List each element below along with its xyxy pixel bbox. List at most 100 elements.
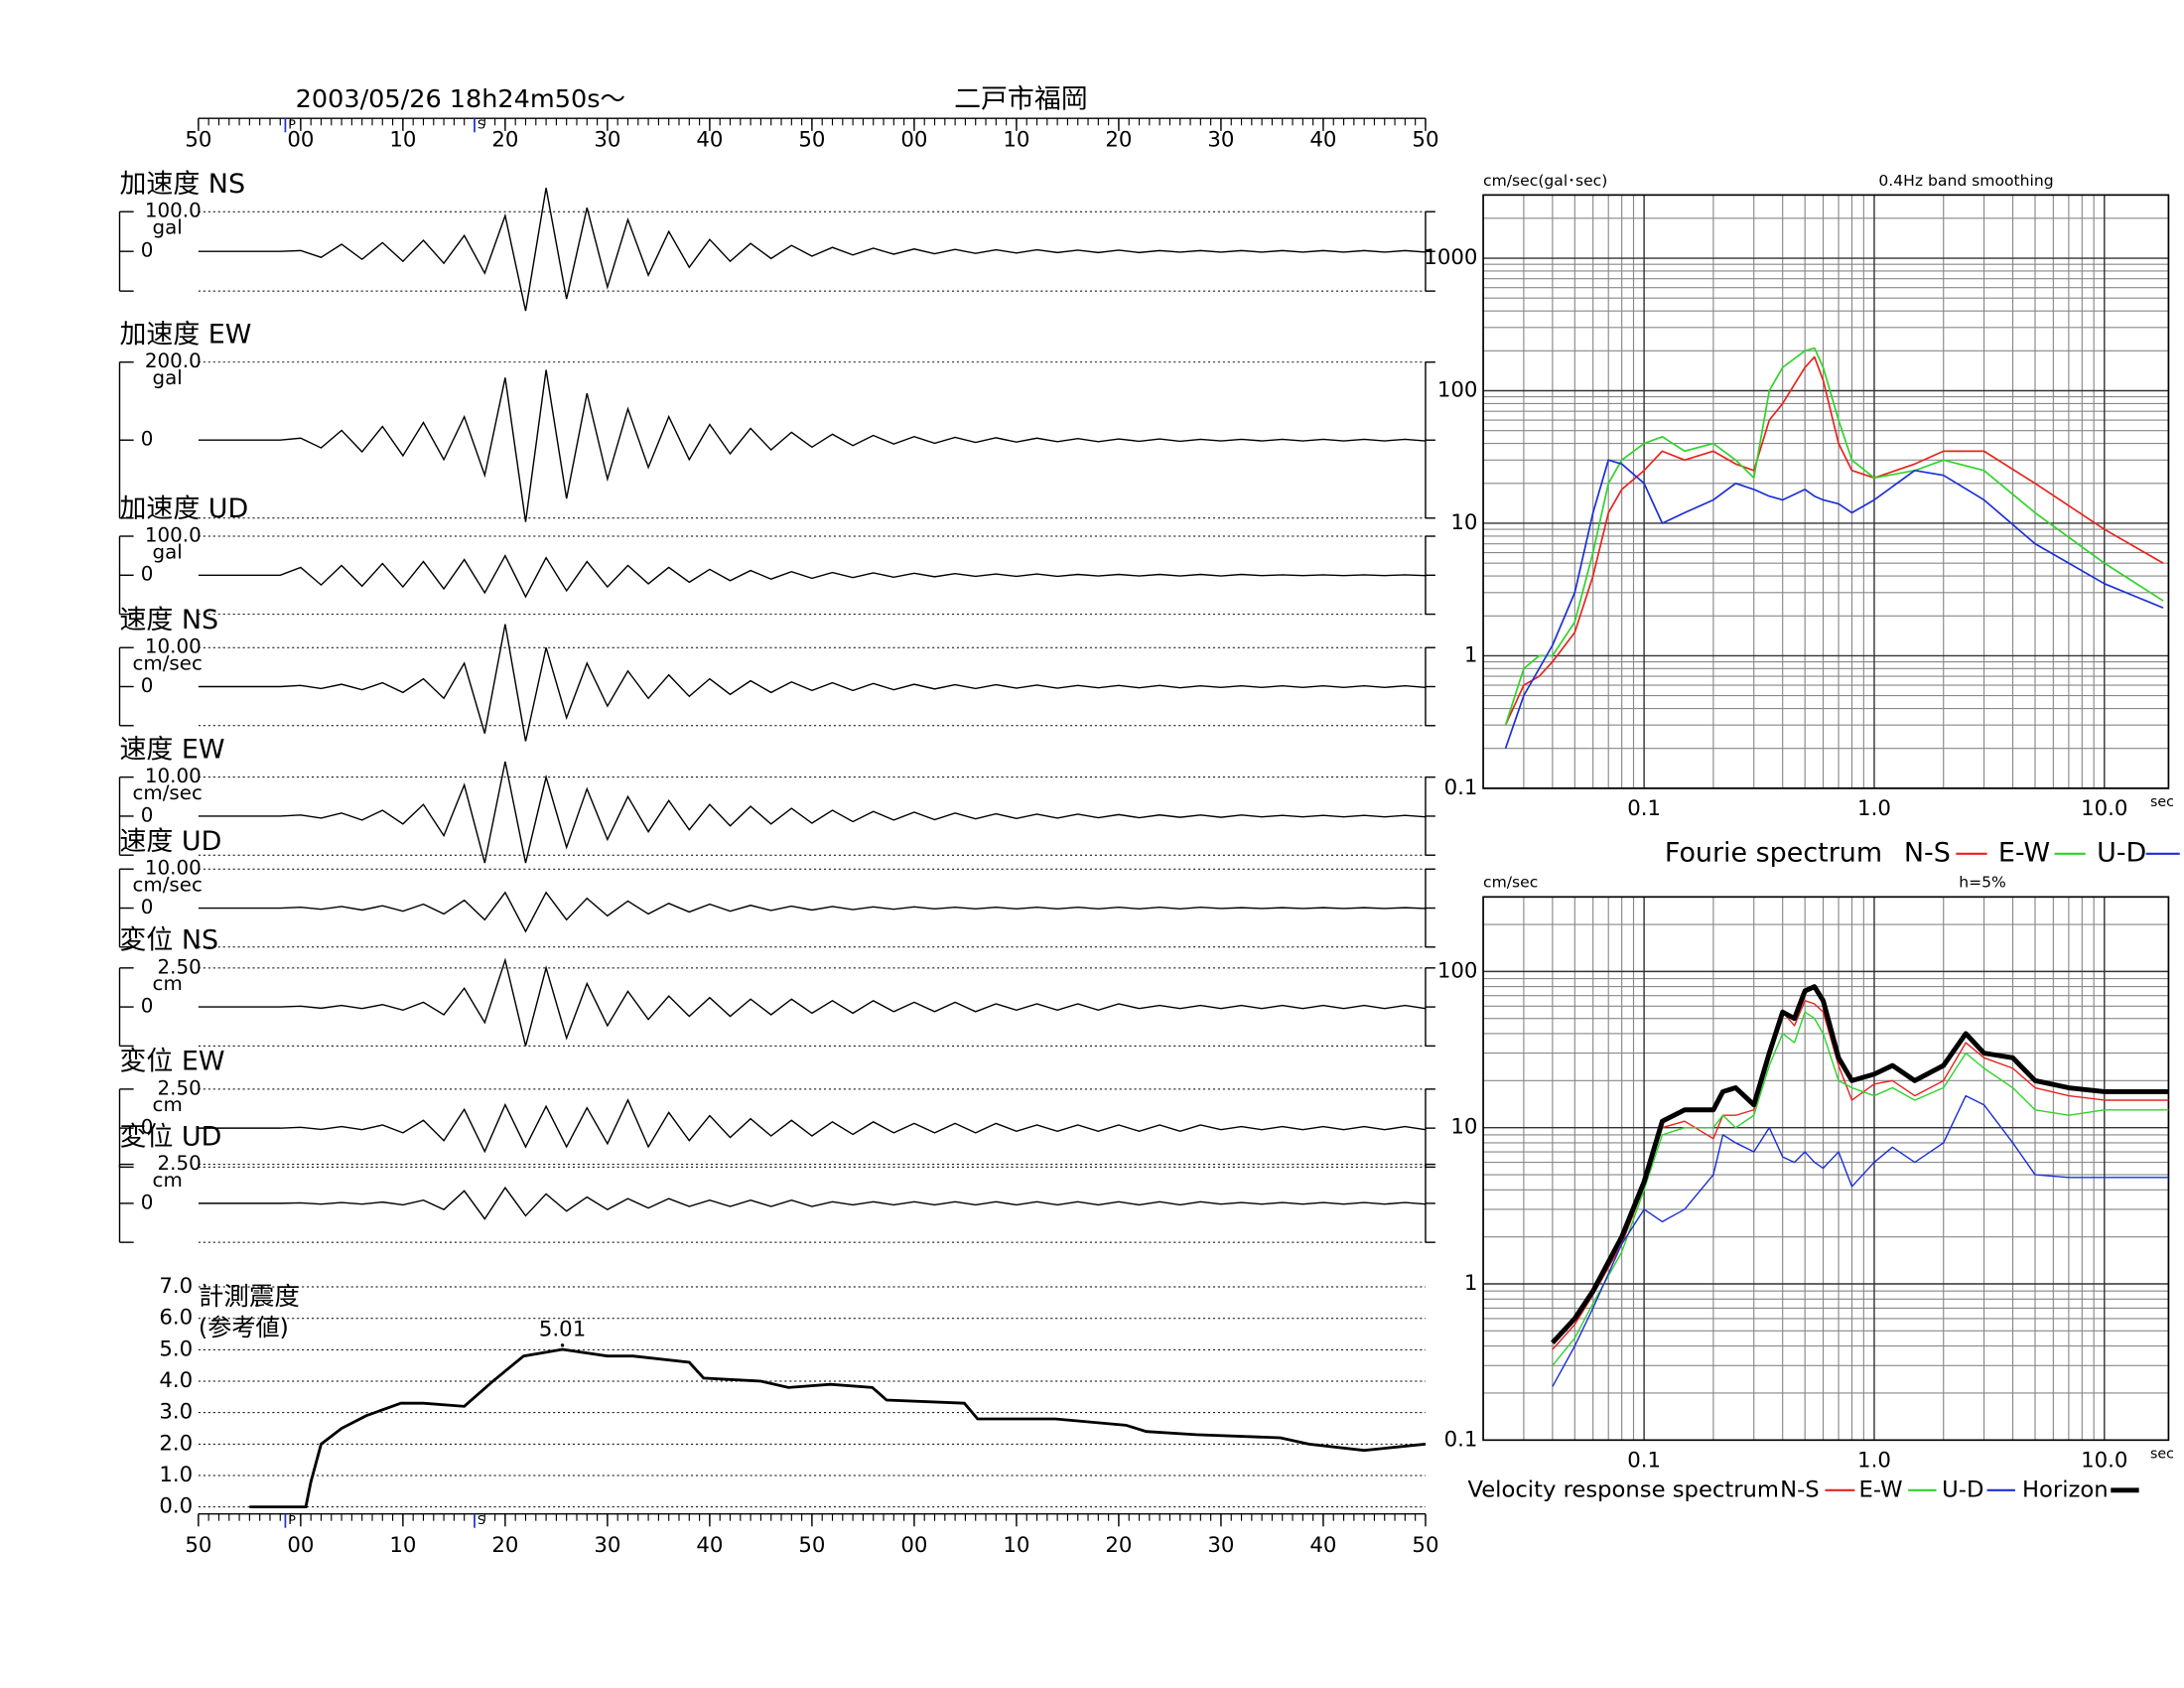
x-tick-label: 40 xyxy=(696,1532,723,1557)
x-tick-label: 10 xyxy=(389,1532,416,1557)
peak-label: 5.01 xyxy=(539,1316,586,1340)
y-tick-label: 3.0 xyxy=(159,1399,193,1424)
y-tick-label: 1000 xyxy=(1424,244,1477,269)
x-tick-label: 50 xyxy=(185,1532,211,1557)
x-tick-label: 50 xyxy=(798,127,825,152)
peak-marker xyxy=(560,1343,565,1347)
x-tick-label: 00 xyxy=(900,1532,927,1557)
phase-label: P xyxy=(288,117,296,132)
x-tick-label: 40 xyxy=(1309,127,1336,152)
trace-title: 変位 EW xyxy=(119,1047,224,1077)
x-tick-label: 10.0 xyxy=(2081,795,2127,820)
y-tick-label: 0.0 xyxy=(159,1493,193,1518)
trace-title: 速度 NS xyxy=(119,605,218,635)
zero-label: 0 xyxy=(141,896,154,918)
x-tick-label: 30 xyxy=(1207,1532,1234,1557)
phase-label: P xyxy=(288,1512,296,1527)
x-tick-label: 20 xyxy=(1105,127,1132,152)
spectrum-line xyxy=(1552,1011,2169,1366)
y-unit: cm/sec xyxy=(1483,874,1538,892)
phase-label: S xyxy=(478,117,485,132)
y-tick-label: 10 xyxy=(1450,1114,1477,1139)
zero-label: 0 xyxy=(141,239,154,262)
y-tick-label: 4.0 xyxy=(159,1367,193,1392)
waveform-trace xyxy=(198,1186,1427,1220)
unit-label: cm/sec xyxy=(133,874,203,897)
station-name: 二戸市福岡 xyxy=(954,84,1088,115)
spectrum-line xyxy=(1551,984,2169,1344)
x-tick-label: 40 xyxy=(1309,1532,1336,1557)
x-unit: sec xyxy=(2150,1446,2174,1462)
waveform-trace xyxy=(198,624,1427,742)
scale-label: 200.0 xyxy=(145,350,202,372)
zero-label: 0 xyxy=(141,804,154,827)
legend-label: N-S xyxy=(1904,837,1951,868)
unit-label: gal xyxy=(153,540,183,563)
y-tick-label: 7.0 xyxy=(159,1273,193,1298)
chart-title: 計測震度 xyxy=(199,1281,300,1311)
trace-title: 速度 UD xyxy=(119,826,221,857)
trace-title: 変位 UD xyxy=(119,1122,221,1153)
x-tick-label: 00 xyxy=(287,1532,314,1557)
unit-label: cm xyxy=(153,1169,183,1192)
legend-label: U-D xyxy=(1942,1477,1983,1502)
spectrum-line xyxy=(1504,347,2164,726)
y-unit: cm/sec(gal･sec) xyxy=(1483,172,1607,190)
y-tick-label: 0.1 xyxy=(1444,774,1478,799)
scale-label: 100.0 xyxy=(145,200,202,222)
scale-label: 10.00 xyxy=(145,857,202,880)
x-tick-label: 10 xyxy=(1003,127,1029,152)
x-tick-label: 10.0 xyxy=(2081,1447,2127,1472)
intensity-line xyxy=(249,1347,1427,1509)
x-tick-label: 30 xyxy=(1207,127,1234,152)
scale-label: 2.50 xyxy=(158,955,202,978)
x-tick-label: 50 xyxy=(1412,127,1438,152)
legend-label: U-D xyxy=(2097,837,2146,868)
trace-title: 加速度 NS xyxy=(119,169,245,200)
y-tick-label: 1.0 xyxy=(159,1462,193,1486)
phase-label: S xyxy=(478,1512,485,1527)
x-tick-label: 30 xyxy=(594,127,620,152)
x-tick-label: 0.1 xyxy=(1627,1447,1661,1472)
spectrum-line xyxy=(1504,459,2164,749)
y-tick-label: 5.0 xyxy=(159,1336,193,1360)
x-tick-label: 20 xyxy=(1105,1532,1132,1557)
zero-label: 0 xyxy=(141,563,154,586)
x-tick-label: 1.0 xyxy=(1857,795,1891,820)
waveform-trace xyxy=(198,554,1426,599)
x-tick-label: 00 xyxy=(287,127,314,152)
x-tick-label: 50 xyxy=(185,127,211,152)
zero-label: 0 xyxy=(141,428,154,451)
trace-title: 速度 EW xyxy=(119,735,224,766)
y-tick-label: 100 xyxy=(1437,957,1478,982)
legend-label: E-W xyxy=(1998,837,2050,868)
unit-label: gal xyxy=(153,366,183,389)
spectrum-line xyxy=(1552,1094,2169,1387)
plot-frame xyxy=(1482,194,2170,789)
unit-label: cm xyxy=(153,972,183,995)
unit-label: cm/sec xyxy=(133,781,203,804)
waveform-trace xyxy=(198,891,1426,933)
plot-frame xyxy=(1482,896,2170,1442)
y-tick-label: 1 xyxy=(1464,1270,1478,1295)
x-tick-label: 40 xyxy=(696,127,723,152)
trace-title: 変位 NS xyxy=(119,925,218,956)
zero-label: 0 xyxy=(141,1116,154,1139)
note: 0.4Hz band smoothing xyxy=(1878,172,2053,190)
x-tick-label: 00 xyxy=(900,127,927,152)
zero-label: 0 xyxy=(141,674,154,697)
legend-label: E-W xyxy=(1859,1477,1903,1502)
y-tick-label: 100 xyxy=(1437,377,1478,402)
waveform-trace xyxy=(198,188,1427,312)
waveform-trace xyxy=(198,1098,1427,1154)
y-tick-label: 2.0 xyxy=(159,1430,193,1455)
x-tick-label: 50 xyxy=(1412,1532,1438,1557)
y-tick-label: 0.1 xyxy=(1444,1426,1478,1451)
waveform-trace xyxy=(198,957,1427,1047)
chart-subtitle: (参考値) xyxy=(199,1314,289,1341)
zero-label: 0 xyxy=(141,995,154,1018)
scale-label: 10.00 xyxy=(145,765,202,787)
